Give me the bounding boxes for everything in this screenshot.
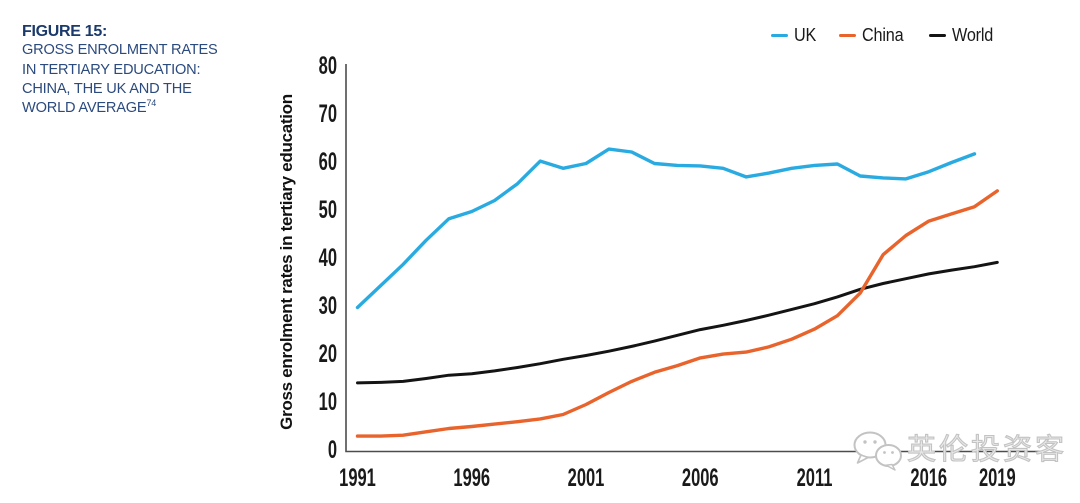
figure-title-line-2: IN TERTIARY EDUCATION: [22, 61, 201, 78]
y-tick-label: 10 [319, 389, 337, 416]
figure-label: FIGURE 15: [22, 23, 108, 40]
y-tick-label: 40 [319, 245, 337, 272]
series-line-uk [355, 147, 977, 310]
footnote-reference: 74 [146, 98, 157, 109]
watermark-text: 英伦投资客 [906, 433, 1068, 466]
chart-axes [345, 64, 1043, 453]
chart-legend: UK China World [770, 25, 998, 46]
y-tick-label: 50 [319, 197, 337, 224]
x-tick-label: 1996 [453, 465, 490, 492]
x-tick-label: 2001 [568, 465, 605, 492]
figure-title-line-4: WORLD AVERAGE74 [22, 99, 262, 118]
legend-label-china: China [862, 25, 904, 45]
legend-label-uk: UK [793, 25, 816, 45]
y-tick-label: 0 [328, 437, 337, 464]
legend-item-uk: UK [770, 25, 819, 46]
y-tick-label: 30 [319, 293, 337, 320]
uk-line-swatch-icon [770, 33, 788, 38]
watermark: 英伦投资客 [851, 429, 1067, 471]
figure-header: FIGURE 15: GROSS ENROLMENT RATES IN TERT… [22, 22, 262, 118]
x-tick-label: 2019 [979, 465, 1016, 492]
y-tick-label: 60 [319, 149, 337, 176]
x-tick-label: 2016 [910, 465, 947, 492]
wechat-icon [853, 431, 902, 471]
x-tick-label: 2011 [797, 465, 833, 492]
legend-item-china: China [839, 25, 908, 46]
y-tick-label: 20 [319, 341, 337, 368]
series-line-china [355, 189, 999, 438]
y-tick-label: 80 [319, 53, 337, 80]
legend-label-world: World [952, 25, 994, 45]
x-tick-label: 1991 [339, 465, 376, 492]
x-tick-label: 2006 [682, 465, 719, 492]
figure-title-line-1: GROSS ENROLMENT RATES [22, 42, 218, 59]
figure-title-line-3: CHINA, THE UK AND THE [22, 80, 192, 97]
figure-title-text: WORLD AVERAGE [22, 100, 147, 117]
legend-item-world: World [929, 25, 998, 46]
y-tick-label: 70 [319, 101, 337, 128]
series-line-world [356, 260, 999, 385]
world-line-swatch-icon [929, 33, 947, 38]
china-line-swatch-icon [839, 33, 857, 38]
